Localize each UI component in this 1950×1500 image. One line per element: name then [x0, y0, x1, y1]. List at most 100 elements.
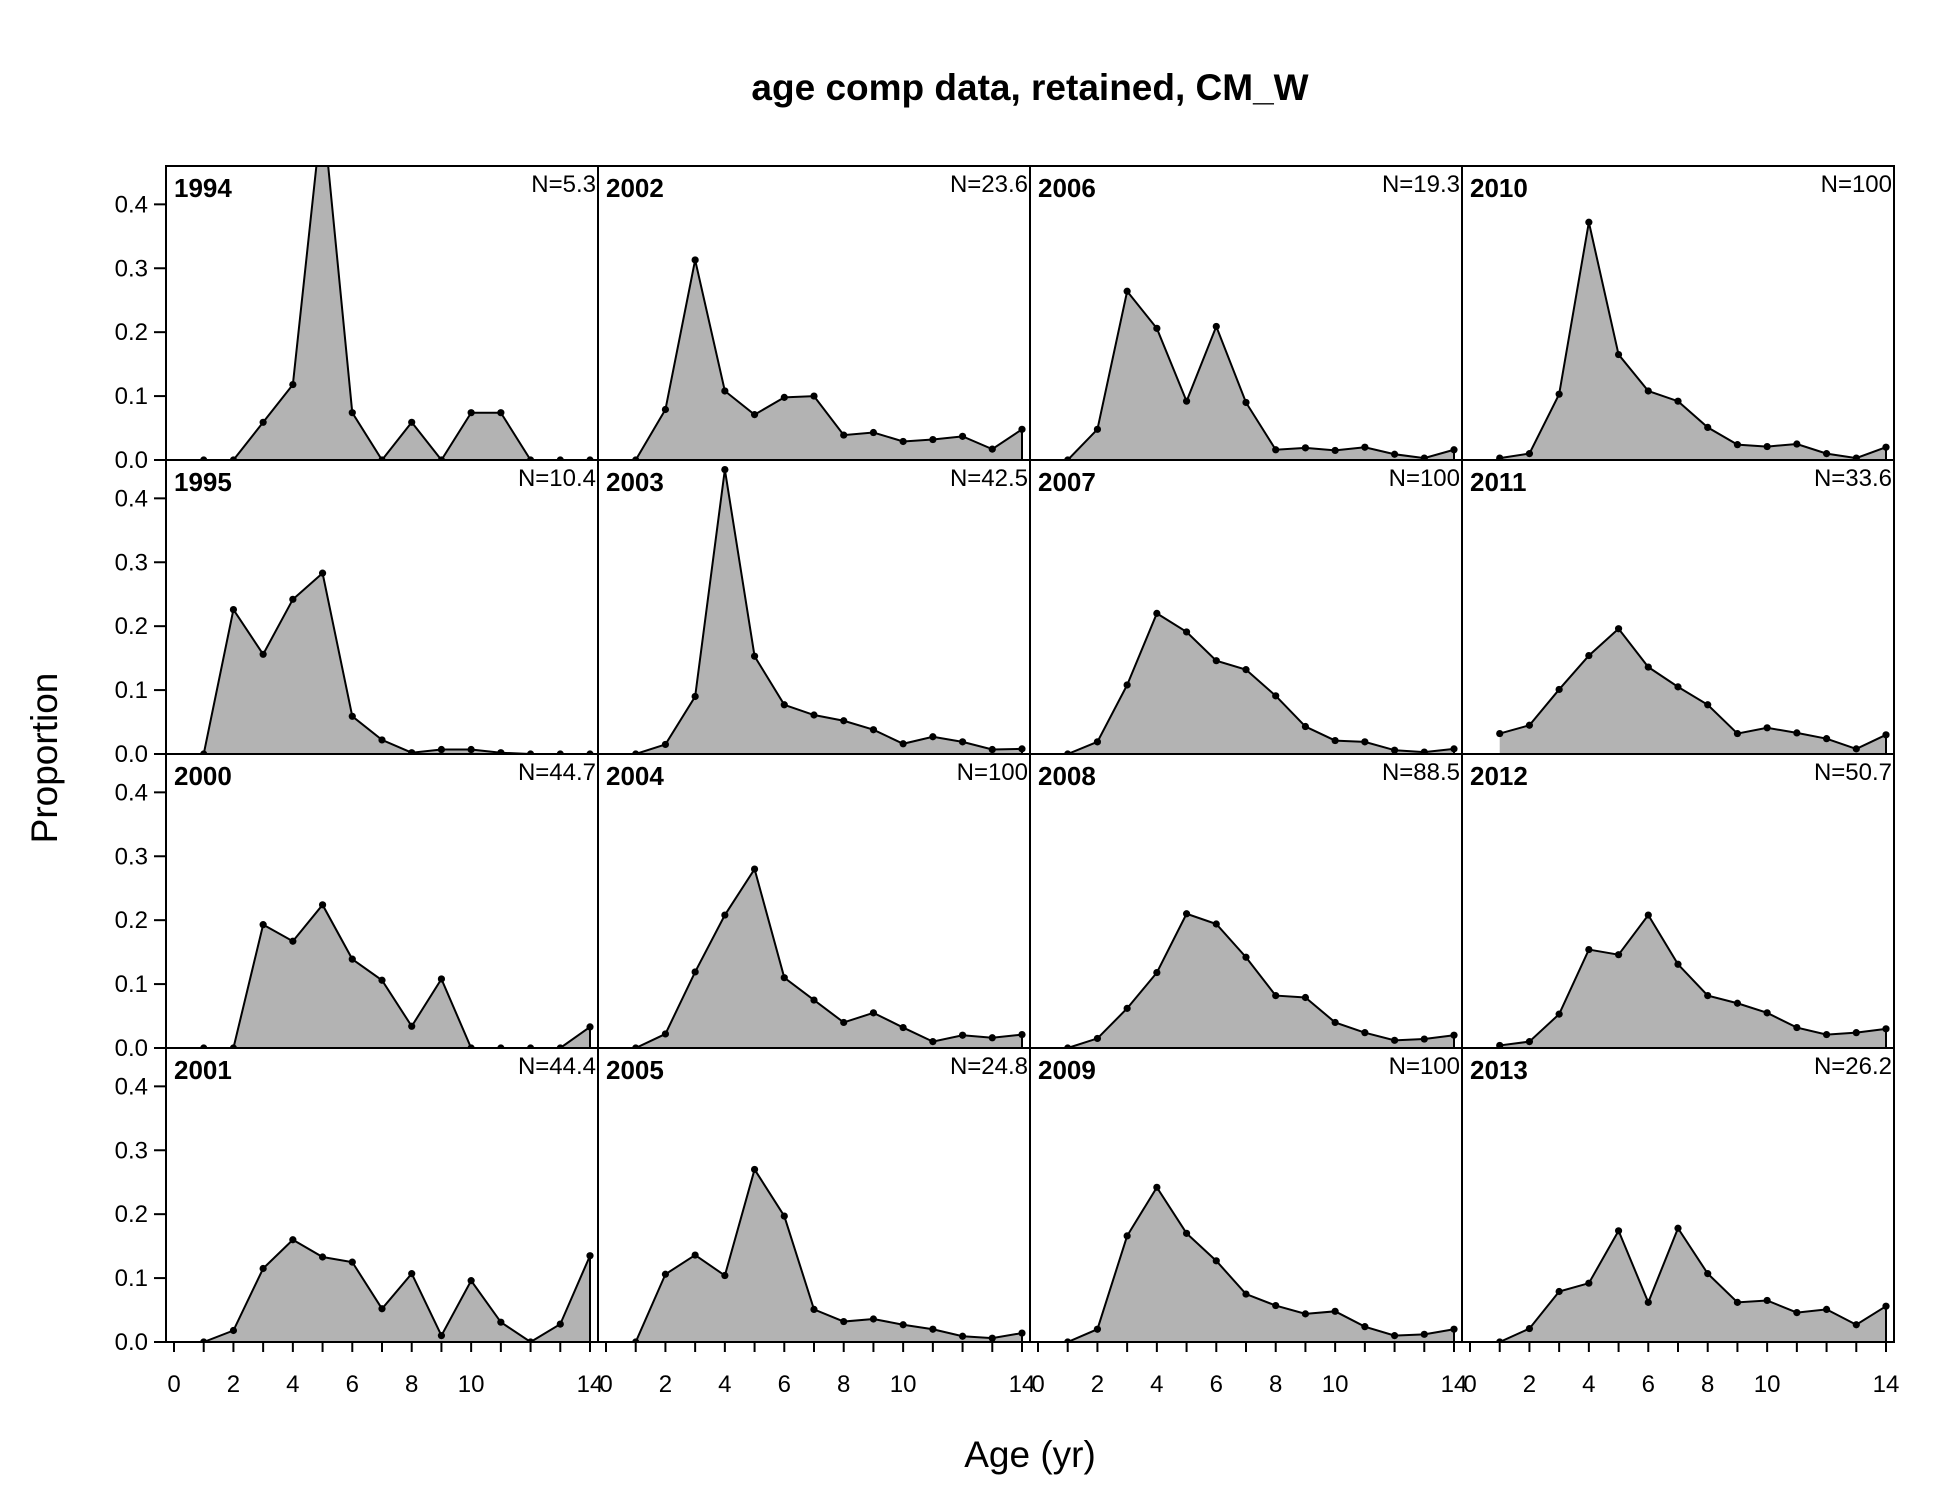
panel-n-label: N=23.6 — [950, 171, 1028, 198]
series-line — [1499, 913, 1887, 1047]
data-point — [1585, 945, 1593, 954]
data-point — [810, 996, 818, 1004]
series-area — [1499, 628, 1886, 754]
panel-2011: 2011 N=33.6 — [1461, 459, 1895, 755]
panel-frame — [165, 1047, 599, 1343]
panel-n-label: N=100 — [1821, 171, 1892, 198]
series-line — [634, 1167, 1023, 1342]
data-point — [1882, 731, 1890, 739]
panel-year-label: 2008 — [1038, 761, 1096, 791]
y-tick-label: 0.0 — [115, 741, 148, 768]
data-point — [1182, 1229, 1191, 1237]
data-point — [750, 865, 759, 873]
data-point — [378, 1305, 386, 1313]
data-point — [348, 955, 356, 963]
series-area — [635, 259, 1022, 460]
x-tick-label: 10 — [1754, 1371, 1781, 1398]
data-point — [1093, 425, 1102, 433]
data-point — [691, 1251, 699, 1259]
panel-n-label: N=44.7 — [518, 759, 596, 786]
data-point — [289, 1236, 297, 1244]
panel-n-label: N=33.6 — [1814, 465, 1892, 492]
series-line — [634, 259, 1023, 460]
panel-year-label: 2002 — [606, 173, 664, 203]
data-point — [958, 1332, 967, 1340]
data-point — [1153, 1183, 1161, 1191]
data-point — [899, 1321, 907, 1329]
data-point — [348, 409, 356, 417]
data-point — [721, 387, 729, 395]
series-area — [1499, 1228, 1886, 1342]
data-point — [586, 1023, 594, 1031]
x-tick-label: 2 — [227, 1371, 240, 1398]
data-point — [1018, 1329, 1026, 1337]
data-point — [988, 1334, 996, 1342]
data-point — [1644, 387, 1652, 395]
data-point — [1093, 738, 1102, 746]
x-tick-label: 6 — [346, 1371, 359, 1398]
data-point — [229, 1326, 238, 1335]
series-line — [635, 866, 1023, 1048]
x-tick-label: 2 — [1091, 1371, 1104, 1398]
x-tick-label: 4 — [286, 1371, 299, 1398]
x-tick-label: 2 — [659, 1371, 672, 1398]
data-point — [1733, 441, 1742, 449]
panel-n-label: N=19.3 — [1382, 171, 1460, 198]
data-point — [289, 380, 297, 389]
data-point — [1212, 1257, 1220, 1265]
series-area — [1499, 222, 1886, 460]
data-point — [1420, 748, 1428, 754]
y-tick-label: 0.0 — [115, 447, 148, 474]
data-point — [1793, 1023, 1801, 1032]
data-point — [1852, 1029, 1860, 1037]
data-point — [1852, 454, 1860, 460]
panel-year-label: 1995 — [174, 467, 232, 497]
data-point — [899, 1023, 907, 1032]
x-tick-label: 0 — [167, 1371, 180, 1398]
y-tick-label: 0.0 — [115, 1035, 148, 1062]
data-point — [691, 256, 699, 264]
data-point — [780, 974, 788, 982]
data-point — [1450, 745, 1458, 753]
data-point — [1390, 1036, 1399, 1044]
data-point — [1390, 746, 1399, 754]
data-point — [1793, 440, 1801, 448]
panel-n-label: N=42.5 — [950, 465, 1028, 492]
data-point — [988, 745, 996, 754]
panel-2008: 2008 N=88.5 — [1029, 753, 1463, 1049]
x-tick-label: 10 — [890, 1371, 917, 1398]
data-point — [1882, 443, 1890, 451]
data-point — [1450, 446, 1458, 454]
data-point — [1525, 1324, 1534, 1333]
data-point — [1361, 1323, 1369, 1331]
data-point — [1555, 1010, 1563, 1018]
data-point — [437, 1332, 446, 1340]
data-point — [810, 392, 818, 400]
y-tick-label: 0.3 — [115, 843, 148, 870]
data-point — [318, 1253, 327, 1261]
series-line — [1067, 1185, 1455, 1342]
data-point — [1704, 1270, 1712, 1278]
data-point — [289, 937, 297, 945]
data-point — [1123, 1004, 1131, 1012]
data-point — [1674, 683, 1682, 691]
data-point — [1093, 1325, 1102, 1333]
data-point — [1585, 218, 1593, 226]
data-point — [780, 701, 788, 709]
data-point — [1242, 953, 1250, 961]
panel-2009: 2009 N=100 — [1029, 1047, 1463, 1343]
data-point — [1733, 729, 1742, 738]
panel-data — [1064, 609, 1458, 754]
panel-2010: 2010 N=100 — [1461, 165, 1895, 461]
series-area — [1067, 913, 1454, 1048]
data-point — [259, 650, 267, 658]
data-point — [1614, 1227, 1623, 1235]
data-point — [467, 745, 475, 754]
panel-year-label: 2003 — [606, 467, 664, 497]
data-point — [1793, 1309, 1801, 1317]
x-tick-label: 6 — [1642, 1371, 1655, 1398]
data-point — [259, 921, 267, 929]
series-area — [635, 1169, 1022, 1342]
data-point — [1153, 609, 1161, 617]
series-area — [203, 1239, 590, 1342]
